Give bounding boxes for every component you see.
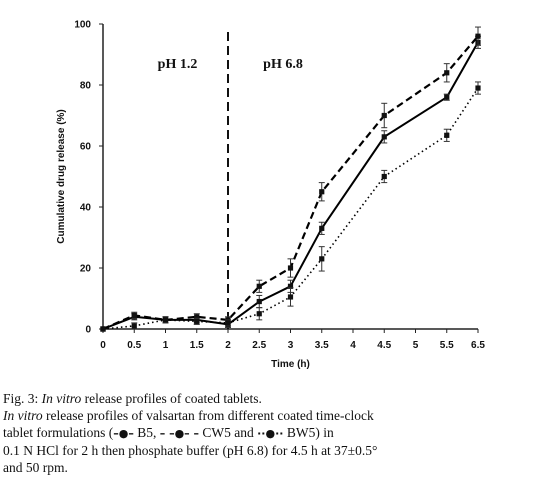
data-point-bw5 xyxy=(475,85,481,91)
caption-title: Fig. 3: In vitro release profiles of coa… xyxy=(3,390,535,407)
caption-fig-label: Fig. 3: xyxy=(3,391,39,406)
data-point-cw5 xyxy=(256,283,262,289)
data-point-b5 xyxy=(319,225,325,231)
y-tick-label: 100 xyxy=(74,20,91,31)
data-point-cw5 xyxy=(475,33,481,39)
data-point-bw5 xyxy=(194,318,200,324)
data-point-bw5 xyxy=(319,256,325,262)
caption-body-line3: 0.1 N HCl for 2 h then phosphate buffer … xyxy=(3,443,378,458)
data-point-b5 xyxy=(256,298,262,305)
data-point-b5 xyxy=(444,94,450,100)
x-tick-label: 5 xyxy=(413,340,419,351)
x-tick-label: 2 xyxy=(225,340,231,351)
region-label-ph12: pH 1.2 xyxy=(158,57,198,72)
x-tick-label: 1.5 xyxy=(190,340,204,351)
data-point-bw5 xyxy=(381,173,387,180)
x-tick-label: 2.5 xyxy=(252,340,266,351)
y-tick-label: 0 xyxy=(85,325,91,336)
data-point-bw5 xyxy=(131,323,137,329)
x-tick-label: 6.5 xyxy=(471,340,485,351)
series-line-cw5 xyxy=(102,35,479,331)
x-tick-label: 4.5 xyxy=(377,340,391,351)
data-point-cw5 xyxy=(194,314,200,320)
legend-b5-name: B5, xyxy=(133,425,160,440)
data-point-cw5 xyxy=(287,265,294,271)
release-profile-chart: 0 20 40 60 80 100 0 0.5 1 1.5 2 2.5 3 3.5 4 4.5 5 5.5 6.5 T… xyxy=(56,20,485,371)
x-tick-label: 0 xyxy=(100,340,106,351)
legend-bw5-name: BW5) in xyxy=(283,425,334,440)
caption-body-line2: tablet formulations (–●– B5, – –●– – CW5… xyxy=(3,424,535,442)
data-point-cw5 xyxy=(131,312,137,318)
x-tick-label: 5.5 xyxy=(440,340,454,351)
x-tick-label: 0.5 xyxy=(127,340,141,351)
data-point-bw5 xyxy=(162,317,169,323)
data-point-bw5 xyxy=(100,326,106,332)
data-point-bw5 xyxy=(444,132,450,138)
y-tick-label: 80 xyxy=(80,81,92,92)
y-tick-label: 60 xyxy=(80,142,92,153)
x-tick-label: 4 xyxy=(350,340,356,351)
x-tick-label: 3.5 xyxy=(315,340,329,351)
caption-line2-start: tablet formulations ( xyxy=(3,425,114,440)
data-point-bw5 xyxy=(225,320,231,326)
x-tick-label: 1 xyxy=(163,340,169,351)
data-point-cw5 xyxy=(381,112,387,119)
data-point-bw5 xyxy=(256,311,262,317)
legend-b5-sample: –●– xyxy=(113,427,134,440)
caption-body-line1-rest: release profiles of valsartan from diffe… xyxy=(42,408,374,423)
y-axis-title: Cumulative drug release (%) xyxy=(56,109,67,243)
region-label-ph68: pH 6.8 xyxy=(263,57,303,72)
legend-cw5-name: CW5 and xyxy=(199,425,258,440)
data-point-cw5 xyxy=(319,189,325,195)
data-point-cw5 xyxy=(444,70,450,76)
data-point-bw5 xyxy=(287,294,294,300)
y-tick-label: 20 xyxy=(80,264,92,275)
caption-title-rest: release profiles of coated tablets. xyxy=(81,391,262,406)
y-tick-label: 40 xyxy=(80,203,92,214)
legend-cw5-sample: – –●– – xyxy=(159,427,199,440)
data-point-b5 xyxy=(381,134,387,140)
figure-caption: Fig. 3: In vitro release profiles of coa… xyxy=(3,390,535,476)
caption-title-italic: In vitro xyxy=(41,391,82,406)
legend-bw5-sample: ··●·· xyxy=(257,427,284,440)
x-axis-title: Time (h) xyxy=(271,359,310,370)
x-tick-label: 3 xyxy=(288,340,294,351)
caption-body-italic: In vitro xyxy=(3,408,43,423)
caption-body-line4: and 50 rpm. xyxy=(3,460,68,475)
caption-body-line1: In vitro release profiles of valsartan f… xyxy=(3,407,535,424)
data-point-b5 xyxy=(287,283,294,289)
